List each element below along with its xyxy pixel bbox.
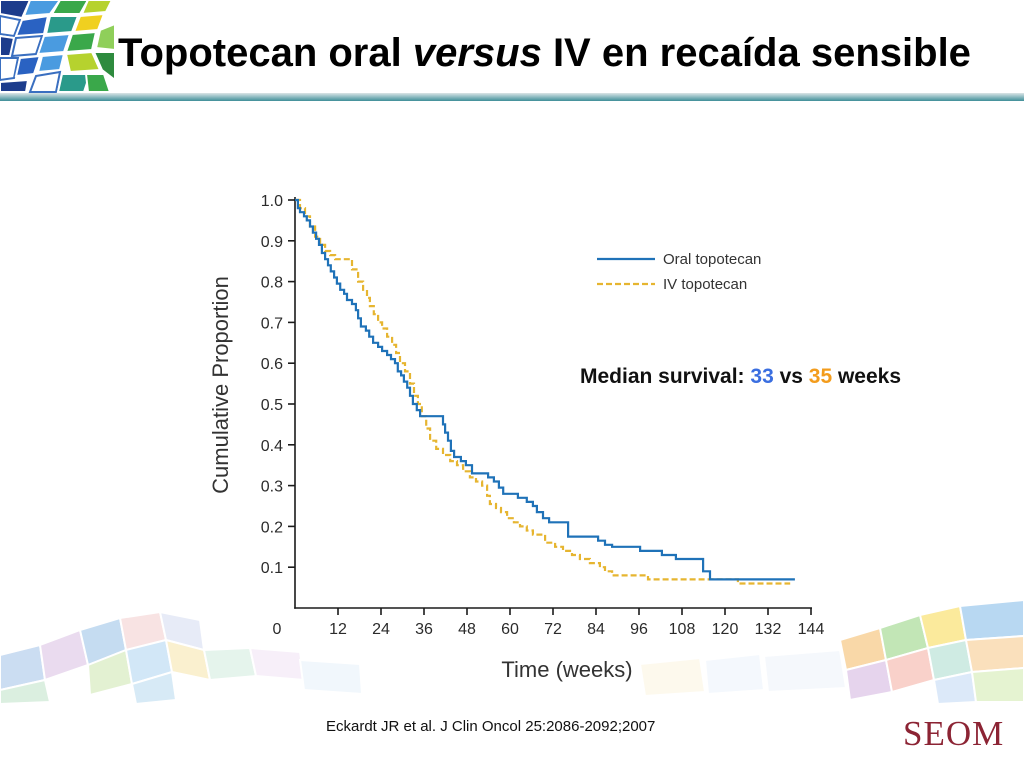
legend-label-iv-topotecan: IV topotecan [663,276,747,293]
median-note-suffix: weeks [832,365,902,388]
y-tick-label: 0.6 [261,356,283,373]
legend-label-oral-topotecan: Oral topotecan [663,251,761,268]
y-tick-label: 0.8 [261,275,283,292]
mosaic-tile [36,52,66,74]
mosaic-tile [84,73,112,93]
mosaic-tile [64,30,98,54]
x-tick-label: 108 [669,621,696,638]
mosaic-tile [0,678,52,706]
mosaic-tile [638,656,707,698]
x-tick-label: 144 [798,621,825,638]
x-tick-label: 84 [587,621,605,638]
mosaic-tile [0,0,32,20]
mosaic-tile [28,70,62,93]
x-tick-label: 72 [544,621,562,638]
mosaic-tile [0,14,22,38]
mosaic-tile [703,652,766,696]
mosaic-tile [958,598,1024,642]
mosaic-tile [298,658,364,696]
median-note-middle: vs [773,365,809,388]
x-tick-label: 120 [712,621,739,638]
median-note-prefix: Median survival: [580,365,751,388]
y-tick-label: 0.3 [261,479,283,496]
page-title-end: IV en recaída sensible [541,31,971,75]
mosaic-tile [248,646,306,682]
mosaic-tile [10,34,44,58]
seom-logo: SEOM [903,714,1005,753]
x-axis-title: Time (weeks) [501,657,632,682]
header-rule [0,93,1024,101]
page-title: Topotecan oral versus IV en recaída sens… [118,29,971,77]
x-tick-label: 96 [630,621,648,638]
y-tick-label: 1.0 [261,193,283,210]
mosaic-tile [72,12,106,34]
mosaic-tile [92,51,116,83]
x-tick-label: 12 [329,621,347,638]
mosaic-tile [50,0,90,15]
y-axis-title: Cumulative Proportion [208,276,233,494]
mosaic-logo-icon [0,0,116,93]
x-tick-label: 132 [755,621,782,638]
mosaic-tile [56,73,92,93]
mosaic-tile [64,50,102,74]
series-line-oral-topotecan [295,198,795,581]
page-title-italic: versus [412,31,542,75]
y-tick-label: 0.1 [261,560,283,577]
y-tick-label: 0.5 [261,397,283,414]
mosaic-tile [94,22,116,52]
mosaic-tile [0,57,20,82]
series-line-iv-topotecan [295,198,791,585]
mosaic-tile [36,32,72,56]
mosaic-tile [80,0,114,16]
x-tick-label: 0 [273,621,282,638]
y-tick-label: 0.4 [261,438,283,455]
mosaic-tile [0,34,16,57]
page-title-start: Topotecan oral [118,31,413,75]
mosaic-tile [762,648,848,694]
median-survival-note: Median survival: 33 vs 35 weeks [580,365,901,389]
x-tick-label: 60 [501,621,519,638]
mosaic-tile [970,666,1024,703]
reference-citation: Eckardt JR et al. J Clin Oncol 25:2086-2… [326,718,656,735]
y-tick-label: 0.9 [261,234,283,251]
x-tick-label: 36 [415,621,433,638]
x-tick-label: 48 [458,621,476,638]
mosaic-tile [0,78,30,93]
mosaic-tile [14,14,50,38]
mosaic-tile [130,670,178,706]
x-tick-label: 24 [372,621,390,638]
median-oral-value: 33 [750,365,774,388]
median-iv-value: 35 [808,365,833,388]
y-tick-label: 0.7 [261,315,283,332]
mosaic-tile [22,0,62,18]
mosaic-tile [14,54,42,78]
mosaic-tile [44,15,80,36]
survival-chart: 1.0 0.9 0.8 0.7 0.6 0.5 0.4 0.3 0.2 0.1 0 12 24 36 48 6… [208,193,825,682]
mosaic-tile [964,634,1024,674]
y-tick-label: 0.2 [261,519,283,536]
